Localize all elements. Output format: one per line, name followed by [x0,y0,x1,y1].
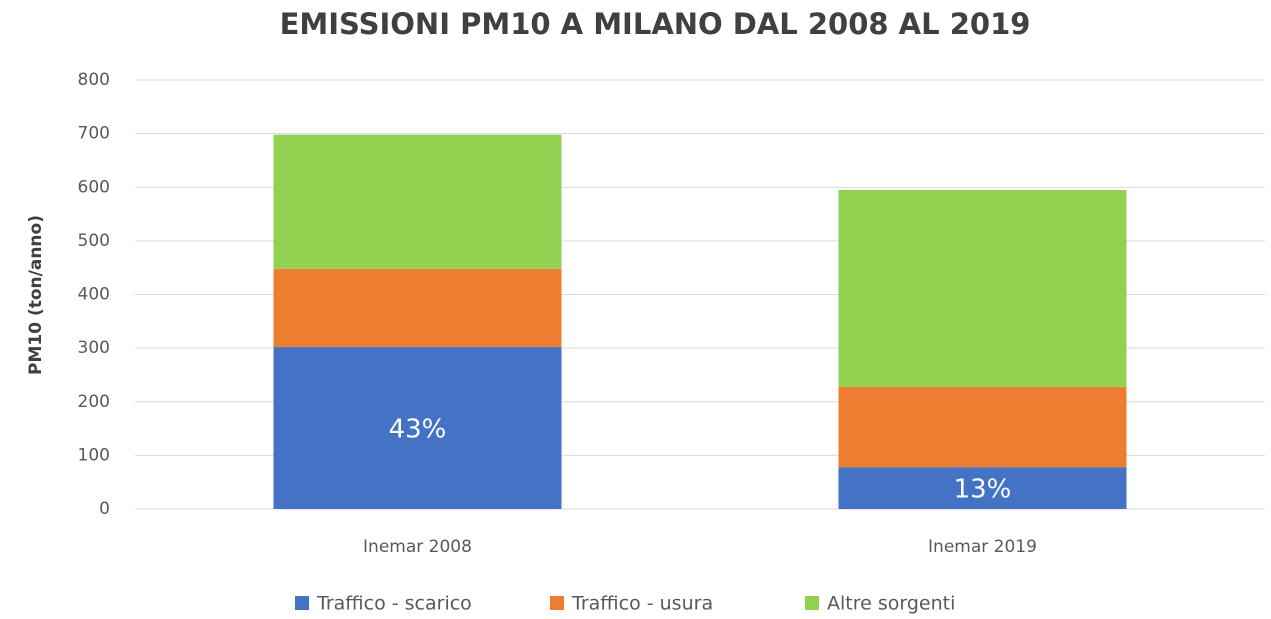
y-tick-label: 700 [78,124,110,144]
y-tick-label: 400 [78,285,110,305]
y-tick-label: 800 [78,70,110,90]
y-tick-label: 300 [78,338,110,358]
bar-segment [273,134,562,269]
legend-label: Altre sorgenti [827,593,955,615]
y-tick-label: 100 [78,445,110,465]
bar-segment [838,467,1127,509]
y-tick-label: 200 [78,392,110,412]
data-annotation: 13% [954,475,1012,505]
y-tick-label: 500 [78,231,110,251]
bar-segment [273,268,562,348]
y-tick-label: 0 [99,499,110,519]
x-tick-label: Inemar 2019 [928,537,1037,557]
legend-swatch [550,596,564,610]
bar-segment [838,189,1127,387]
data-annotation: 43% [389,415,447,445]
bar-segment [273,347,562,509]
chart-title: EMISSIONI PM10 A MILANO DAL 2008 AL 2019 [280,7,1031,41]
legend-swatch [805,596,819,610]
x-tick-label: Inemar 2008 [363,537,472,557]
y-tick-label: 600 [78,177,110,197]
bar-segment [838,386,1127,468]
legend-label: Traffico - scarico [316,593,472,615]
legend-swatch [295,596,309,610]
legend-label: Traffico - usura [571,593,713,615]
y-axis-label: PM10 (ton/anno) [26,215,46,375]
